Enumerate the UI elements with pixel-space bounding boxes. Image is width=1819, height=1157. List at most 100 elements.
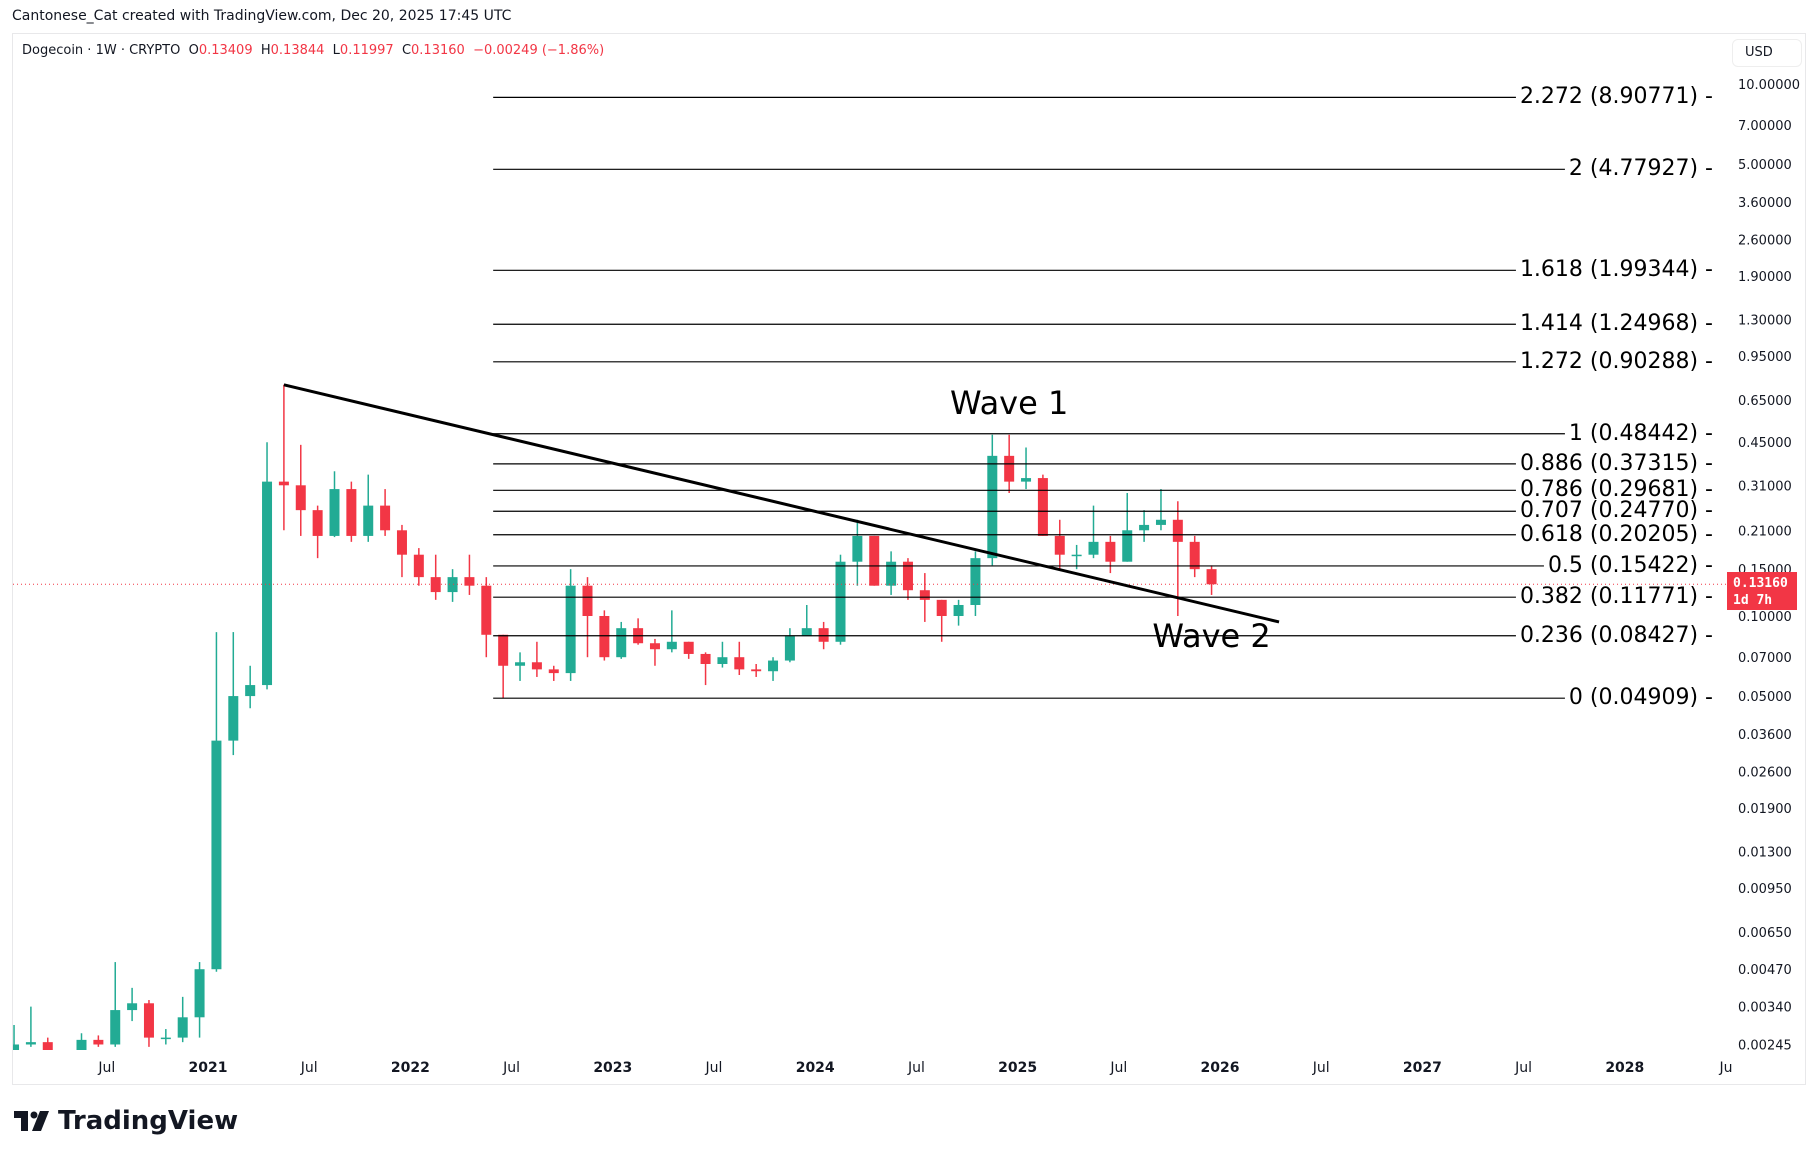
- fib-level-label: 2.272 (8.90771) -: [1515, 85, 1713, 110]
- candle-body: [1206, 569, 1217, 585]
- candle: [970, 551, 981, 616]
- candle-body: [143, 1003, 154, 1038]
- time-tick-label: 2024: [796, 1060, 835, 1076]
- price-tick-label: 0.00470: [1738, 963, 1792, 978]
- candle-body: [1004, 455, 1015, 482]
- time-tick-label: 2025: [998, 1060, 1037, 1076]
- candle: [1139, 510, 1150, 542]
- candle: [683, 641, 694, 659]
- candle-body: [127, 1003, 138, 1011]
- candle: [245, 665, 256, 709]
- candle: [835, 554, 846, 645]
- candle: [13, 1025, 20, 1050]
- candle-body: [194, 969, 205, 1018]
- candle-body: [515, 662, 526, 666]
- candle-body: [683, 641, 694, 654]
- price-tick-label: 0.65000: [1738, 394, 1792, 409]
- candle-body: [447, 577, 458, 593]
- candle-body: [60, 1068, 70, 1074]
- price-tick-label: 0.00650: [1738, 926, 1792, 941]
- time-tick-label: Jul: [907, 1060, 925, 1076]
- fib-lines-layer: [493, 96, 1700, 699]
- candle: [312, 505, 323, 559]
- candle-body: [616, 628, 627, 658]
- candle-body: [346, 489, 357, 536]
- candle-body: [498, 634, 509, 666]
- time-tick-label: Jul: [502, 1060, 520, 1076]
- low-value: 0.11997: [339, 43, 394, 58]
- candle: [363, 474, 374, 542]
- candle-body: [177, 1017, 188, 1038]
- candle: [447, 569, 458, 602]
- price-tick-label: 1.90000: [1738, 270, 1792, 285]
- candle: [1206, 565, 1217, 595]
- currency-button[interactable]: USD: [1732, 39, 1802, 67]
- fib-level-label: 0.886 (0.37315) -: [1515, 451, 1713, 476]
- candle: [717, 641, 728, 668]
- candle-body: [481, 585, 492, 635]
- price-axis[interactable]: 10.00000 7.00000 5.00000 3.60000 2.60000 1.90…: [1738, 78, 1800, 1053]
- high-value: 0.13844: [270, 43, 325, 58]
- open-value: 0.13409: [198, 43, 253, 58]
- candle-body: [1105, 541, 1116, 562]
- open-label: O: [188, 43, 199, 58]
- candle: [953, 599, 964, 626]
- candle-body: [1021, 478, 1032, 482]
- time-tick-label: Jul: [300, 1060, 318, 1076]
- candle-body: [531, 662, 542, 670]
- time-tick-label: Jul: [705, 1060, 723, 1076]
- candle: [649, 638, 660, 666]
- logo-text: TradingView: [58, 1106, 239, 1136]
- candle-body: [295, 485, 306, 511]
- candle-body: [42, 1042, 53, 1050]
- candle-body: [312, 510, 323, 536]
- candle-body: [784, 636, 795, 661]
- candle-body: [278, 481, 289, 486]
- time-tick-label: Ju: [1718, 1060, 1732, 1076]
- price-tick-label: 0.03600: [1738, 728, 1792, 743]
- candle: [127, 987, 138, 1022]
- price-tick-label: 7.00000: [1738, 119, 1792, 134]
- wave-annotation: Wave 1: [949, 384, 1069, 423]
- candle: [262, 442, 273, 690]
- candle-body: [1122, 530, 1133, 562]
- price-tick-label: 0.45000: [1738, 436, 1792, 451]
- candle-body: [76, 1039, 87, 1050]
- candle-body: [413, 554, 424, 578]
- tradingview-logo[interactable]: TradingView: [14, 1106, 238, 1136]
- time-tick-label: 2022: [391, 1060, 430, 1076]
- price-tick-label: 2.60000: [1738, 234, 1792, 249]
- candle-body: [464, 577, 475, 586]
- time-tick-label: 2021: [189, 1060, 228, 1076]
- candle: [869, 535, 880, 586]
- fib-level-label: 0.786 (0.29681) -: [1515, 478, 1713, 503]
- candle: [143, 1000, 154, 1047]
- candle-body: [262, 481, 273, 686]
- time-tick-label: Jul: [1109, 1060, 1127, 1076]
- candle: [76, 1033, 87, 1050]
- candle-body: [13, 1044, 20, 1050]
- candle: [396, 524, 407, 578]
- bar-countdown: 1d 7h: [1733, 593, 1773, 608]
- candle-body: [700, 653, 711, 665]
- candle-body: [1139, 524, 1150, 531]
- symbol-name: Dogecoin · 1W · CRYPTO: [22, 43, 181, 58]
- price-tick-label: 10.00000: [1738, 78, 1800, 93]
- fib-level-label: 1.272 (0.90288) -: [1515, 349, 1713, 374]
- time-axis[interactable]: Jul 2021 Jul 2022 Jul 2023 Jul 2024 Jul 2025 Jul 20…: [97, 1060, 1732, 1076]
- candle: [1189, 535, 1200, 578]
- candle-body: [160, 1037, 171, 1040]
- price-tick-label: 0.00950: [1738, 882, 1792, 897]
- candle: [666, 610, 677, 653]
- candle-body: [1189, 541, 1200, 570]
- price-tick-label: 0.01900: [1738, 802, 1792, 817]
- time-tick-label: 2023: [593, 1060, 632, 1076]
- chart-frame: [12, 33, 1806, 1085]
- fib-level-label: 0.618 (0.20205) -: [1515, 522, 1713, 547]
- fib-level-label: 1 (0.48442) -: [1564, 421, 1713, 446]
- candle: [93, 1035, 104, 1047]
- candle: [768, 657, 779, 681]
- fib-level-label: 2 (4.77927) -: [1564, 157, 1713, 182]
- candle-body: [768, 660, 779, 672]
